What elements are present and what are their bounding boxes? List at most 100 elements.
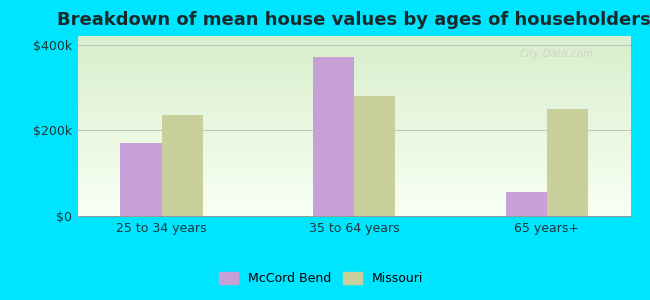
Bar <box>78 133 630 135</box>
Title: Breakdown of mean house values by ages of householders: Breakdown of mean house values by ages o… <box>57 11 650 29</box>
Bar <box>78 45 630 47</box>
Bar <box>78 178 630 180</box>
Bar <box>78 58 630 59</box>
Bar <box>78 113 630 115</box>
Bar <box>78 203 630 205</box>
Bar <box>78 122 630 124</box>
Bar <box>78 97 630 99</box>
Bar <box>78 104 630 106</box>
Bar <box>78 194 630 196</box>
Bar <box>78 191 630 193</box>
Bar <box>78 117 630 119</box>
Bar <box>78 41 630 43</box>
Bar <box>78 126 630 128</box>
Bar <box>78 112 630 113</box>
Bar <box>78 36 630 38</box>
Bar <box>78 214 630 216</box>
Bar <box>78 81 630 83</box>
Bar <box>78 90 630 92</box>
Bar <box>78 140 630 142</box>
Bar <box>78 185 630 187</box>
Bar <box>78 43 630 45</box>
Bar <box>78 153 630 155</box>
Bar <box>78 85 630 86</box>
Bar <box>78 187 630 189</box>
Bar <box>78 184 630 185</box>
Bar <box>78 54 630 56</box>
Bar <box>78 212 630 214</box>
Bar <box>78 49 630 50</box>
Bar <box>78 144 630 146</box>
Bar <box>161 115 203 216</box>
Text: City-Data.com: City-Data.com <box>520 49 594 58</box>
Bar <box>78 74 630 76</box>
Bar <box>78 175 630 176</box>
Bar <box>78 189 630 191</box>
Bar <box>78 92 630 94</box>
Bar <box>78 193 630 194</box>
Bar <box>78 77 630 79</box>
Bar <box>78 88 630 90</box>
Bar <box>78 142 630 144</box>
Bar <box>78 139 630 140</box>
Bar <box>78 173 630 175</box>
Bar <box>354 96 395 216</box>
Bar <box>78 110 630 112</box>
Bar <box>78 83 630 85</box>
Bar <box>78 198 630 200</box>
Bar <box>78 135 630 137</box>
Bar <box>78 63 630 65</box>
Bar <box>78 103 630 104</box>
Bar <box>78 47 630 49</box>
Bar <box>78 182 630 184</box>
Bar <box>78 148 630 149</box>
Bar <box>78 52 630 54</box>
Bar <box>78 128 630 130</box>
Bar <box>78 160 630 162</box>
Bar <box>78 157 630 158</box>
Bar <box>506 192 547 216</box>
Bar <box>120 143 161 216</box>
Bar <box>78 164 630 166</box>
Bar <box>78 169 630 171</box>
Bar <box>78 162 630 164</box>
Bar <box>78 202 630 203</box>
Bar <box>78 166 630 167</box>
Bar <box>78 209 630 211</box>
Bar <box>78 76 630 77</box>
Legend: McCord Bend, Missouri: McCord Bend, Missouri <box>219 272 423 285</box>
Bar <box>78 50 630 52</box>
Bar <box>78 101 630 103</box>
Bar <box>78 146 630 148</box>
Bar <box>78 95 630 97</box>
Bar <box>78 149 630 151</box>
Bar <box>78 70 630 72</box>
Bar <box>78 180 630 182</box>
Bar <box>313 57 354 216</box>
Bar <box>78 72 630 74</box>
Bar <box>78 40 630 41</box>
Bar <box>78 115 630 117</box>
Bar <box>78 124 630 126</box>
Bar <box>78 176 630 178</box>
Bar <box>78 167 630 169</box>
Bar <box>78 158 630 160</box>
Bar <box>78 38 630 40</box>
Bar <box>78 108 630 110</box>
Bar <box>78 131 630 133</box>
Bar <box>78 59 630 61</box>
Bar <box>78 155 630 157</box>
Bar <box>78 200 630 202</box>
Bar <box>78 211 630 212</box>
Bar <box>78 151 630 153</box>
Bar <box>78 67 630 68</box>
Bar <box>78 94 630 95</box>
Bar <box>78 130 630 131</box>
Bar <box>78 106 630 108</box>
Bar <box>547 109 588 216</box>
Bar <box>78 79 630 81</box>
Bar <box>78 65 630 67</box>
Bar <box>78 86 630 88</box>
Bar <box>78 205 630 207</box>
Bar <box>78 68 630 70</box>
